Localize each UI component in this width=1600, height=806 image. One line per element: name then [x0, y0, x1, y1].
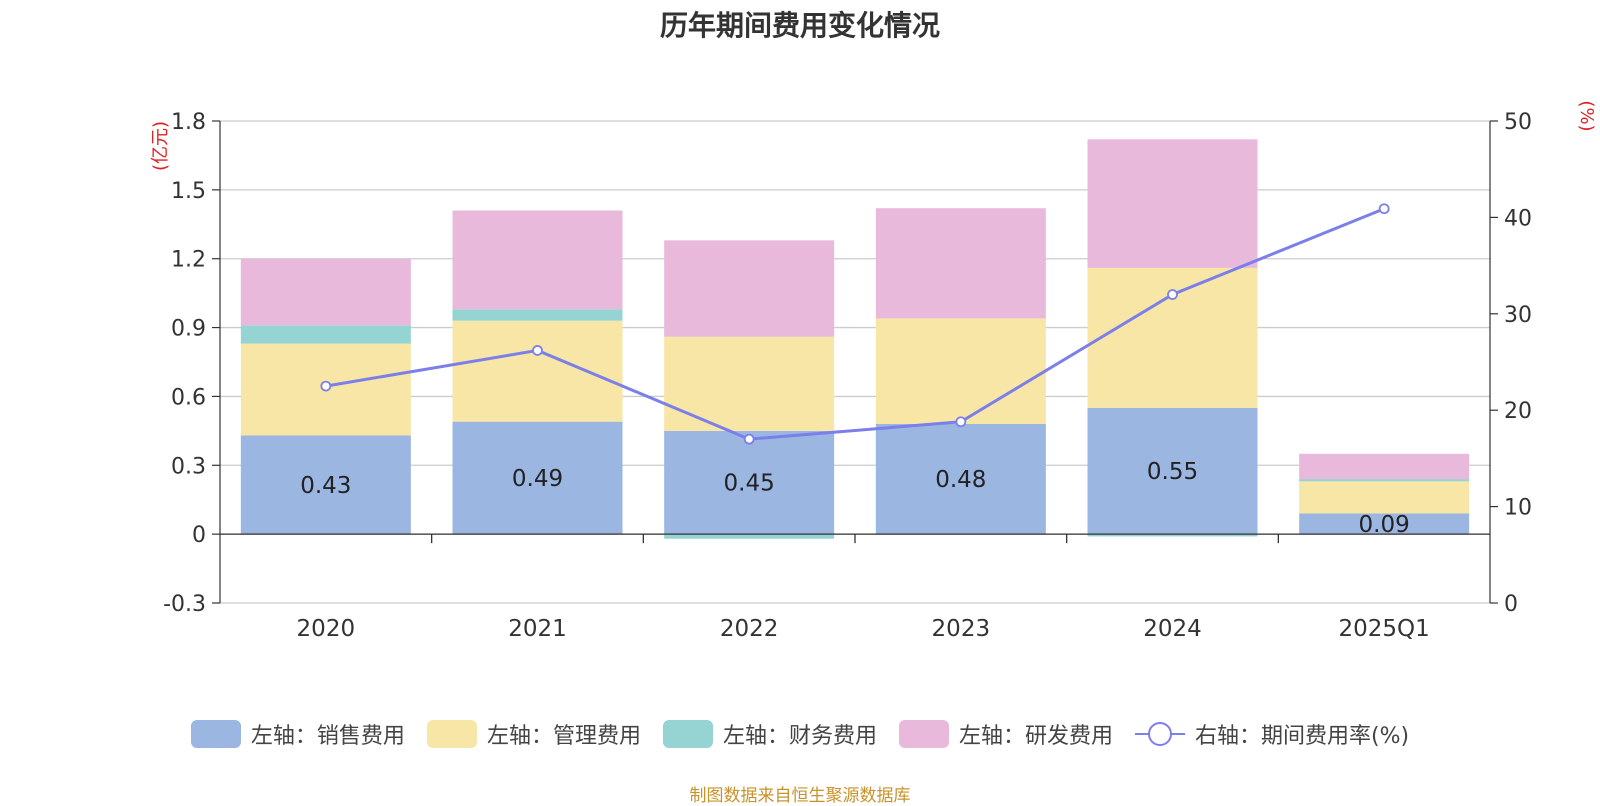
bar-admin-2023 [875, 318, 1046, 424]
legend-swatch-admin [426, 720, 477, 748]
legend-label-finance: 左轴：财务费用 [722, 724, 877, 749]
bar-rnd-2023 [875, 208, 1046, 319]
legend-item-rnd[interactable]: 左轴：研发费用 [898, 718, 1113, 750]
expense-ratio-point-2021 [532, 345, 543, 356]
bar-sales-2025Q1 [1299, 513, 1470, 535]
legend-item-sales[interactable]: 左轴：销售费用 [190, 718, 405, 750]
expense-ratio-point-2022 [743, 433, 755, 445]
legend-swatch-rnd [898, 720, 949, 748]
bar-sales-2020 [240, 435, 411, 535]
legend-label-expense-ratio: 右轴：期间费用率(%) [1194, 724, 1410, 749]
bar-rnd-2021 [452, 210, 623, 310]
data-label-sales: 0.09 [1359, 512, 1410, 538]
legend-swatch-finance [662, 720, 713, 748]
legend-swatch-sales [190, 720, 241, 748]
legend-item-admin[interactable]: 左轴：管理费用 [426, 718, 641, 750]
left-axis-tick-label: 1.5 [171, 179, 206, 204]
x-axis-tick-label: 2021 [508, 616, 567, 642]
legend-item-finance[interactable]: 左轴：财务费用 [662, 718, 877, 750]
left-axis-unit: (亿元) [150, 121, 171, 171]
bar-finance-2024 [1087, 534, 1258, 537]
left-axis-tick-label: 0.6 [171, 385, 206, 410]
data-label-sales: 0.45 [724, 471, 775, 497]
bar-sales-2024 [1087, 407, 1258, 535]
x-axis-tick-label: 2025Q1 [1339, 616, 1430, 642]
bar-finance-2020 [240, 325, 411, 344]
right-axis-tick-label: 10 [1504, 496, 1532, 521]
bar-sales-2023 [875, 423, 1046, 535]
bar-sales-2022 [664, 430, 835, 535]
source-note: 制图数据来自恒生聚源数据库 [689, 786, 911, 806]
left-axis-tick-label: -0.3 [163, 592, 206, 617]
left-axis-tick-label: 0.3 [171, 454, 206, 479]
left-axis-tick-label: 0 [192, 523, 206, 548]
bar-finance-2021 [452, 309, 623, 321]
bar-sales-2021 [452, 421, 623, 535]
data-label-sales: 0.49 [512, 466, 563, 492]
x-axis-tick-label: 2022 [720, 616, 779, 642]
expense-ratio-point-2024 [1167, 289, 1178, 300]
bar-finance-2025Q1 [1299, 479, 1470, 482]
left-axis-tick-label: 0.9 [171, 317, 206, 342]
right-axis-tick-label: 20 [1504, 399, 1532, 424]
expense-ratio-point-2020 [320, 380, 332, 392]
right-axis-tick-label: 30 [1504, 303, 1532, 328]
right-axis-tick-label: 50 [1504, 110, 1532, 135]
legend-label-sales: 左轴：销售费用 [250, 724, 405, 749]
bar-rnd-2024 [1087, 139, 1258, 268]
bar-admin-2021 [452, 320, 623, 422]
left-axis-tick-label: 1.2 [171, 248, 206, 273]
expense-ratio-point-2025Q1 [1378, 203, 1390, 215]
expense-ratio-point-2023 [955, 416, 967, 428]
bar-admin-2025Q1 [1299, 481, 1470, 514]
legend-label-admin: 左轴：管理费用 [486, 724, 641, 749]
left-axis-tick-label: 1.8 [171, 110, 206, 135]
bar-admin-2024 [1087, 267, 1258, 408]
x-axis-tick-label: 2024 [1143, 616, 1202, 642]
right-axis-tick-label: 40 [1504, 206, 1532, 231]
chart-title: 历年期间费用变化情况 [659, 9, 940, 42]
right-axis-unit: (%) [1576, 100, 1597, 131]
bar-admin-2022 [664, 336, 835, 431]
right-axis-tick-label: 0 [1504, 592, 1518, 617]
data-label-sales: 0.55 [1147, 459, 1198, 485]
legend-item-expense-ratio[interactable]: 右轴：期间费用率(%) [1134, 718, 1410, 750]
bar-rnd-2020 [240, 258, 411, 326]
bar-finance-2022 [664, 534, 835, 539]
bar-rnd-2025Q1 [1299, 453, 1470, 480]
bar-rnd-2022 [664, 240, 835, 337]
x-axis-tick-label: 2023 [932, 616, 991, 642]
legend: 左轴：销售费用 左轴：管理费用 左轴：财务费用 左轴：研发费用 右轴：期间费用率… [0, 718, 1600, 750]
legend-label-rnd: 左轴：研发费用 [958, 724, 1113, 749]
expense-ratio-line [325, 207, 1385, 441]
data-label-sales: 0.43 [300, 473, 351, 499]
x-axis-tick-label: 2020 [297, 616, 356, 642]
data-label-sales: 0.48 [935, 467, 986, 493]
legend-line-marker-icon [1134, 720, 1185, 748]
